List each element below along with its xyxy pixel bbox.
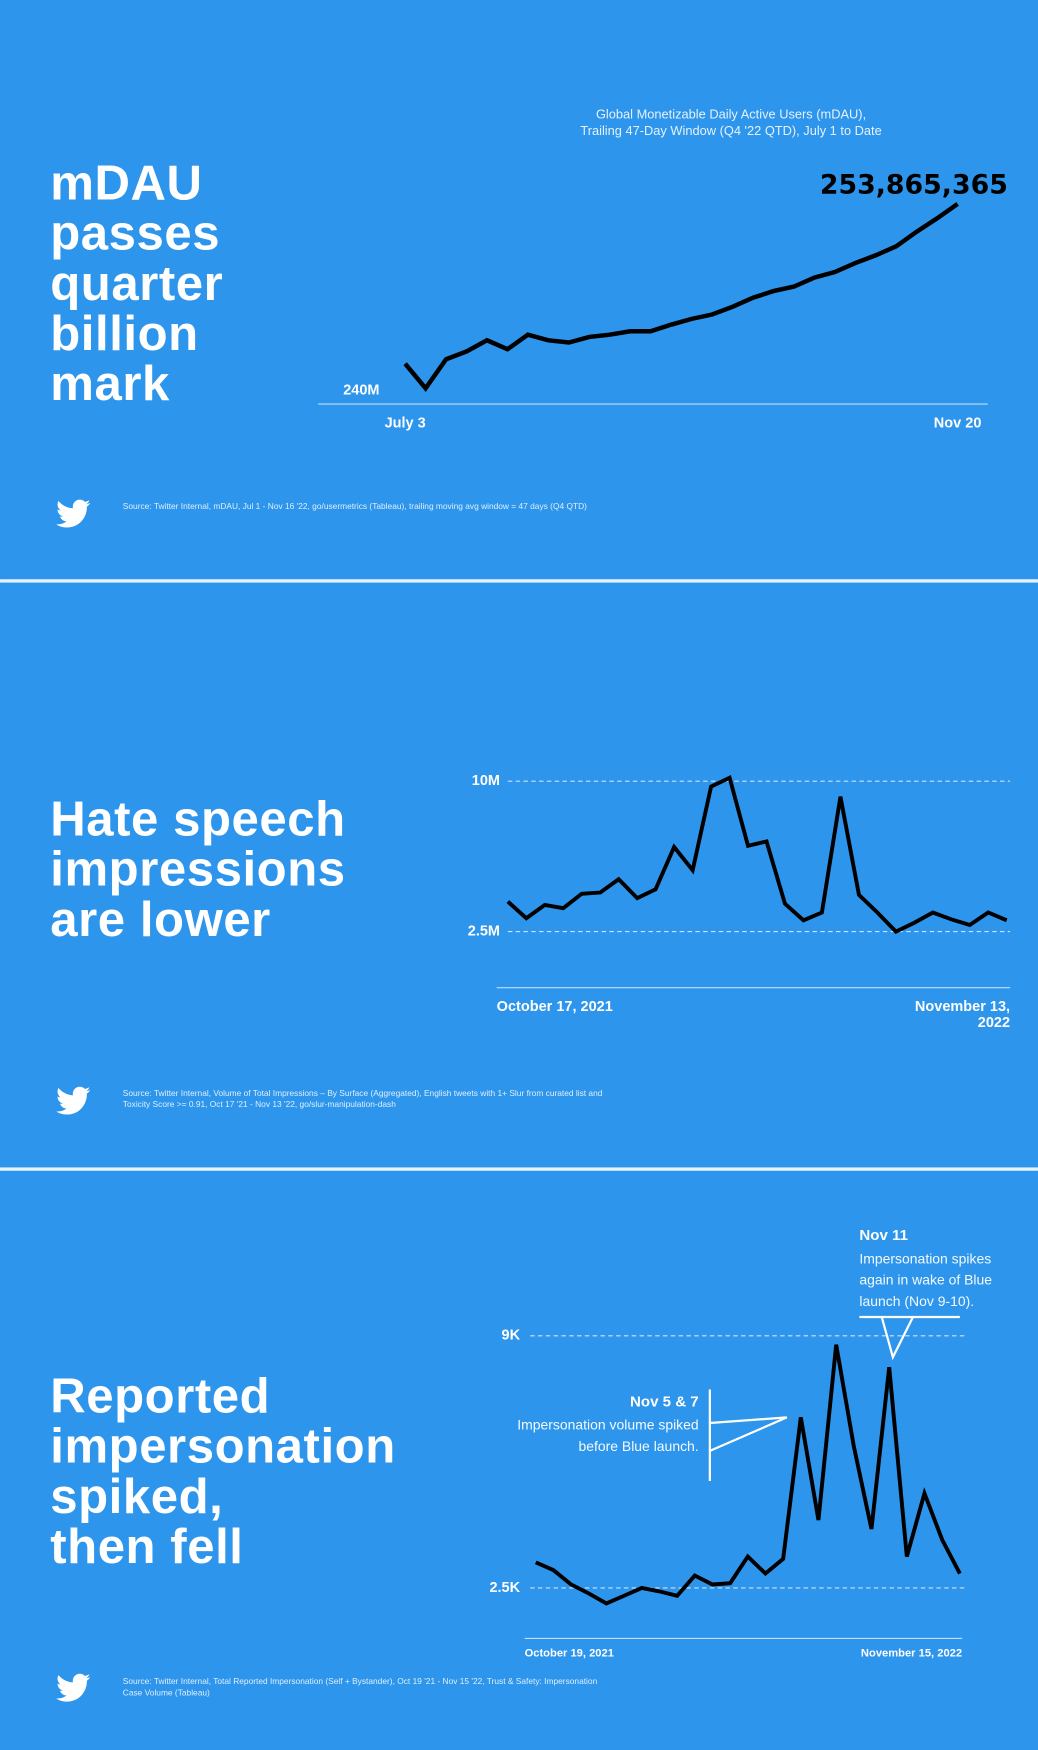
x-tick-label-box: October 19, 2021 [524,1648,614,1660]
value-label: 253,865,365 [820,170,1008,201]
x-tick-label: November 13, 2022 [914,998,1011,1030]
x-tick-label: November 15, 2022 [860,1648,963,1660]
source-note: Source: Twitter Internal, Total Reported… [122,1676,598,1698]
headline-line: then fell [50,1520,243,1574]
chart-title: Trailing 47-Day Window (Q4 '22 QTD), Jul… [580,123,881,138]
headline-line: Reported [50,1370,270,1424]
x-tick-label: Nov 20 [933,415,982,431]
x-tick-label-box: July 3 [384,415,426,431]
twitter-logo [56,1086,91,1115]
source-note-box: Source: Twitter Internal, Volume of Tota… [122,1088,603,1110]
source-note: Source: Twitter Internal, mDAU, Jul 1 - … [122,501,587,512]
annotation-title: Nov 11 [859,1226,908,1244]
twitter-logo [56,499,91,528]
data-line [506,775,1008,934]
annotation-text: Impersonation spikes again in wake of Bl… [859,1251,993,1310]
y-tick-label: 240M [343,382,379,398]
x-tick-label-box: November 15, 2022 [860,1648,963,1660]
annotation-text: Impersonation volume spiked before Blue … [517,1417,699,1455]
headline-line: impressions [50,843,345,897]
headline-line: impersonation [50,1420,396,1474]
annotation-text-box: Impersonation volume spiked before Blue … [517,1417,699,1455]
callout-line [709,1416,788,1452]
annotation-title-box: Nov 11 [859,1226,908,1244]
source-note-box: Source: Twitter Internal, mDAU, Jul 1 - … [122,501,587,512]
headline-line: spiked, [50,1470,223,1524]
separator [0,579,1038,583]
x-tick-label-box: October 17, 2021 [496,998,613,1015]
x-tick-label-box: November 13, 2022 [914,998,1011,1030]
y-tick-label: 2.5M [468,923,500,939]
annotation-title-box: Nov 5 & 7 [630,1392,699,1410]
source-note-box: Source: Twitter Internal, Total Reported… [122,1676,598,1698]
separator [0,1167,1038,1171]
annotation-text-box: Impersonation spikes again in wake of Bl… [859,1251,993,1310]
annotation-title: Nov 5 & 7 [630,1392,699,1410]
y-tick-label: 10M [472,773,500,789]
x-tick-label: October 19, 2021 [524,1648,614,1660]
twitter-logo [56,1673,91,1702]
headline-line: Hate speech [50,793,345,847]
x-tick-label-box: Nov 20 [933,415,982,431]
x-tick-label: October 17, 2021 [496,998,613,1015]
y-tick-label: 2.5K [489,1580,520,1596]
headline-line: billion [50,307,198,361]
chart-title: Global Monetizable Daily Active Users (m… [596,106,866,121]
headline-line: passes [50,207,220,261]
headline-line: are lower [50,893,271,947]
headline-line: mDAU [50,156,202,210]
x-tick-label: July 3 [384,415,426,431]
callout-line [880,1316,914,1361]
y-tick-label: 9K [502,1328,521,1344]
data-line [403,202,959,392]
headline-line: mark [50,357,170,411]
data-line [534,1344,962,1606]
headline-line: quarter [50,257,223,311]
source-note: Source: Twitter Internal, Volume of Tota… [122,1088,603,1110]
